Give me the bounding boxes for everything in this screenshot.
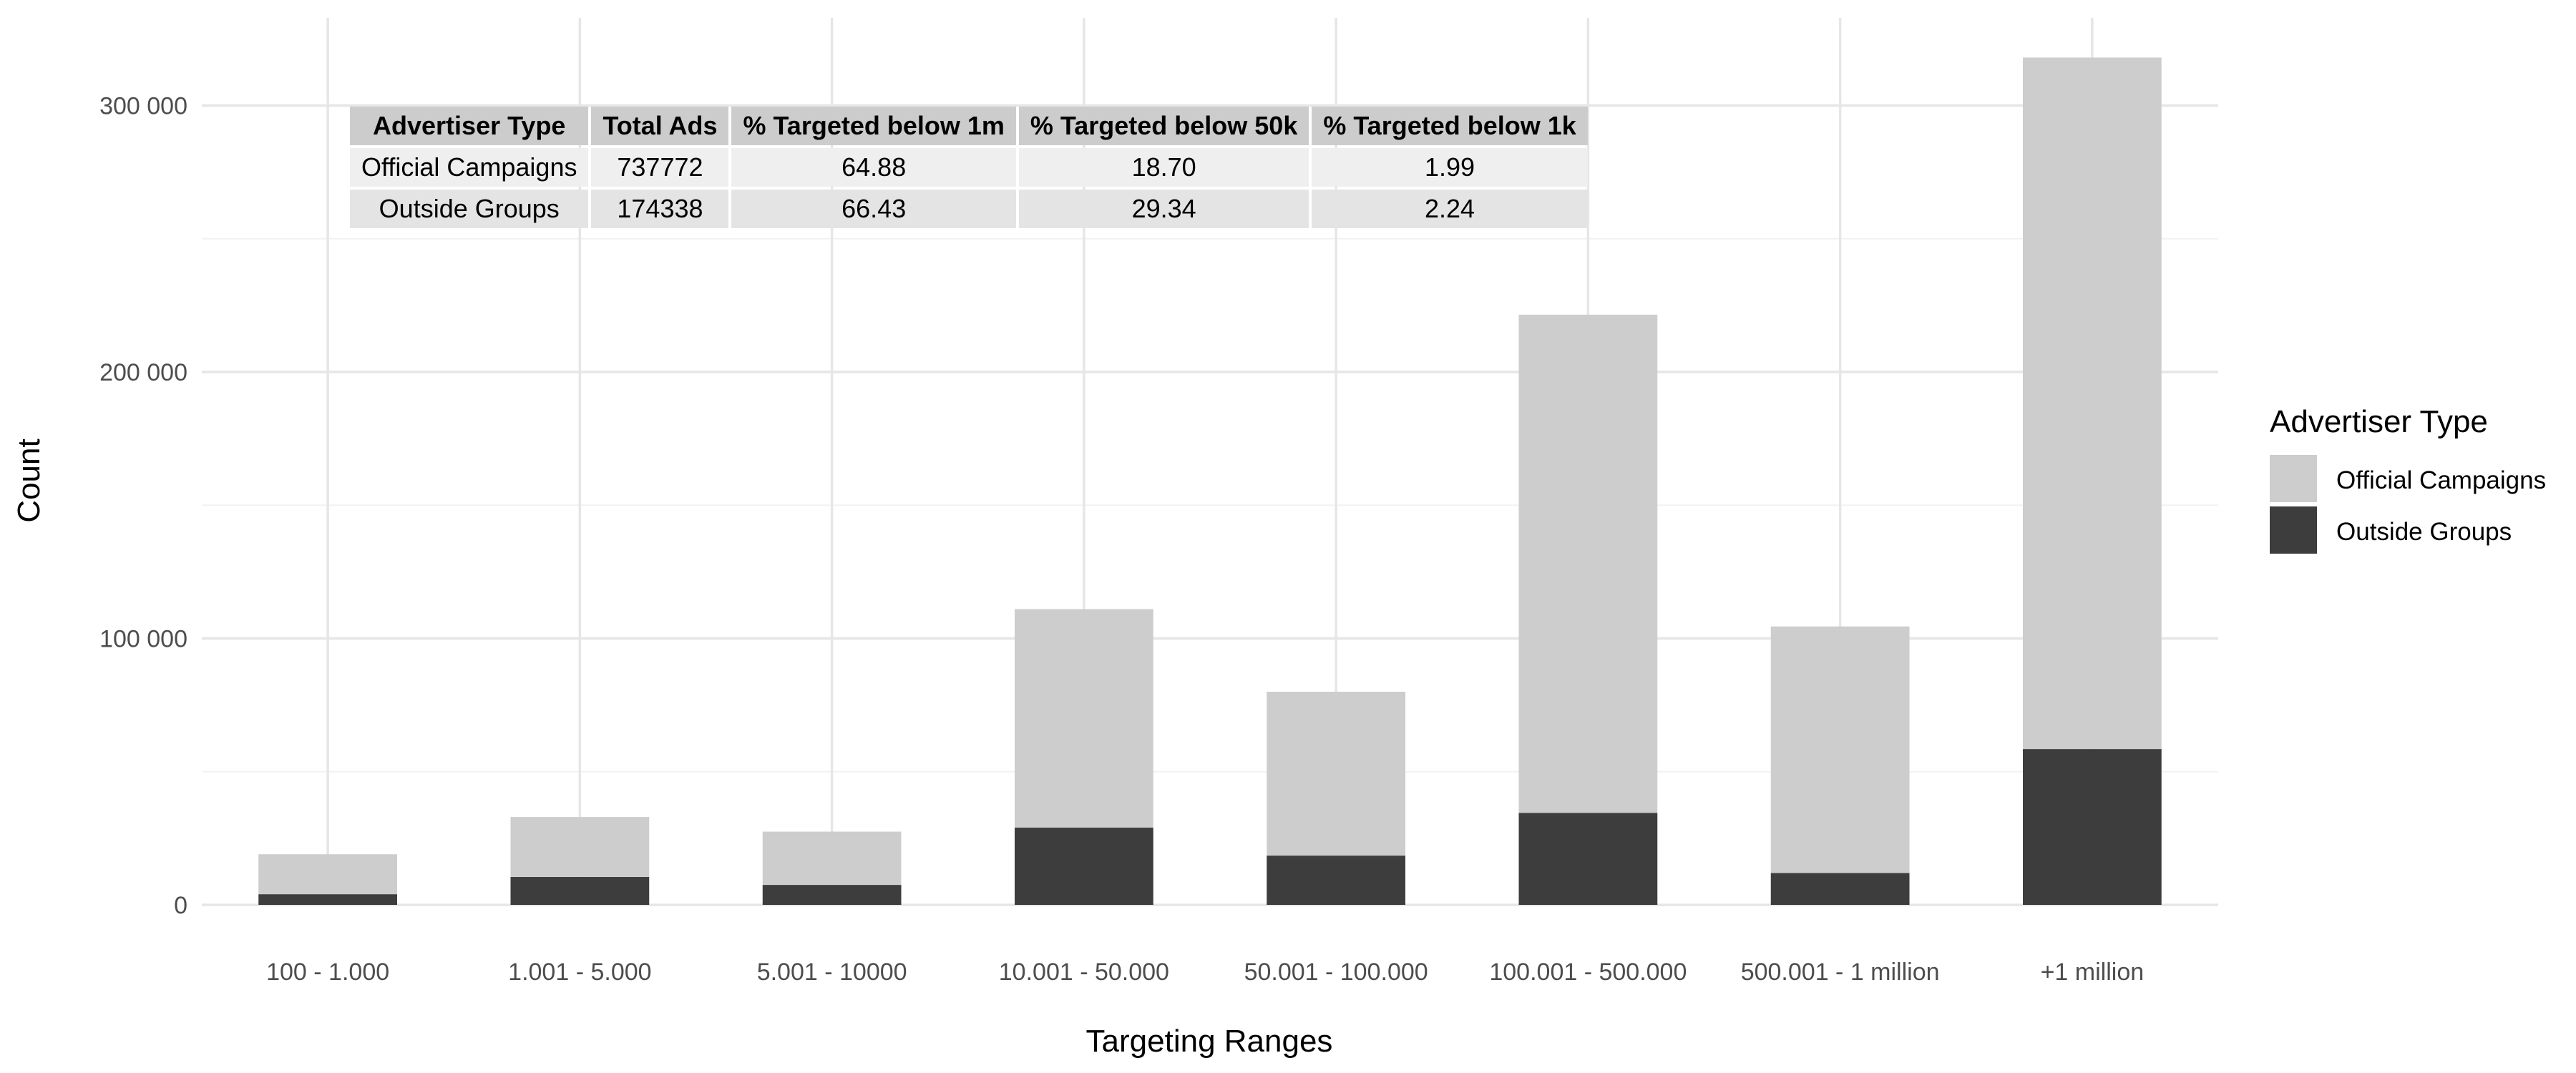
x-axis-title: Targeting Ranges xyxy=(1086,1024,1333,1059)
bar-official-campaigns xyxy=(2023,57,2162,750)
table-cell: 1.99 xyxy=(1312,148,1588,187)
table-header-cell: Advertiser Type xyxy=(350,107,589,145)
table-cell: 29.34 xyxy=(1018,190,1309,228)
summary-table: Advertiser Type Total Ads % Targeted bel… xyxy=(347,104,1591,231)
bar-official-campaigns xyxy=(1267,692,1405,856)
table-cell: 174338 xyxy=(591,190,729,228)
legend-title: Advertiser Type xyxy=(2270,404,2488,439)
bar-official-campaigns xyxy=(258,854,397,895)
x-tick-label: 100.001 - 500.000 xyxy=(1489,959,1687,986)
table-row: Official Campaigns 737772 64.88 18.70 1.… xyxy=(350,148,1588,187)
bar-outside-groups xyxy=(1518,813,1658,905)
table-cell: 18.70 xyxy=(1018,148,1309,187)
x-tick-label: 50.001 - 100.000 xyxy=(1244,959,1428,986)
table-header-cell: % Targeted below 1k xyxy=(1312,107,1588,145)
legend-swatch-official-campaigns xyxy=(2270,455,2317,502)
table-cell: 737772 xyxy=(591,148,729,187)
table-cell: 66.43 xyxy=(731,190,1016,228)
table-header-cell: Total Ads xyxy=(591,107,729,145)
y-tick-label: 300 000 xyxy=(99,93,187,120)
table-header-cell: % Targeted below 50k xyxy=(1018,107,1309,145)
table-cell: Official Campaigns xyxy=(350,148,589,187)
legend-label-outside-groups: Outside Groups xyxy=(2336,518,2512,546)
y-axis-ticks: 0 100 000 200 000 300 000 xyxy=(99,93,187,920)
bar-outside-groups xyxy=(510,876,650,905)
x-axis-ticks: 100 - 1.000 1.001 - 5.000 5.001 - 10000 10.… xyxy=(266,959,2144,986)
bar-outside-groups xyxy=(762,885,902,905)
table-row: Outside Groups 174338 66.43 29.34 2.24 xyxy=(350,190,1588,228)
x-tick-label: 1.001 - 5.000 xyxy=(508,959,651,986)
bar-outside-groups xyxy=(1015,827,1153,905)
x-tick-label: +1 million xyxy=(2041,959,2145,986)
bar-official-campaigns xyxy=(1015,609,1153,828)
y-tick-label: 100 000 xyxy=(99,626,187,653)
legend-swatch-outside-groups xyxy=(2270,506,2317,554)
bar-official-campaigns xyxy=(762,831,902,886)
y-tick-label: 200 000 xyxy=(99,359,187,386)
x-tick-label: 10.001 - 50.000 xyxy=(999,959,1169,986)
bar-official-campaigns xyxy=(1770,626,1910,873)
table-header-cell: % Targeted below 1m xyxy=(731,107,1016,145)
bar-outside-groups xyxy=(258,894,397,905)
table-cell: 2.24 xyxy=(1312,190,1588,228)
bar-outside-groups xyxy=(1267,856,1405,905)
bar-outside-groups xyxy=(2023,749,2162,905)
legend: Advertiser Type Official Campaigns Outsi… xyxy=(2270,404,2546,554)
y-axis-title: Count xyxy=(11,438,47,522)
x-tick-label: 500.001 - 1 million xyxy=(1741,959,1940,986)
table-cell: Outside Groups xyxy=(350,190,589,228)
y-tick-label: 0 xyxy=(174,892,187,919)
table-header-row: Advertiser Type Total Ads % Targeted bel… xyxy=(350,107,1588,145)
legend-label-official-campaigns: Official Campaigns xyxy=(2336,466,2546,494)
bars xyxy=(258,57,2162,905)
table-cell: 64.88 xyxy=(731,148,1016,187)
bar-outside-groups xyxy=(1770,873,1910,905)
x-tick-label: 5.001 - 10000 xyxy=(757,959,907,986)
bar-official-campaigns xyxy=(510,817,650,877)
x-tick-label: 100 - 1.000 xyxy=(266,959,389,986)
bar-official-campaigns xyxy=(1518,314,1658,813)
